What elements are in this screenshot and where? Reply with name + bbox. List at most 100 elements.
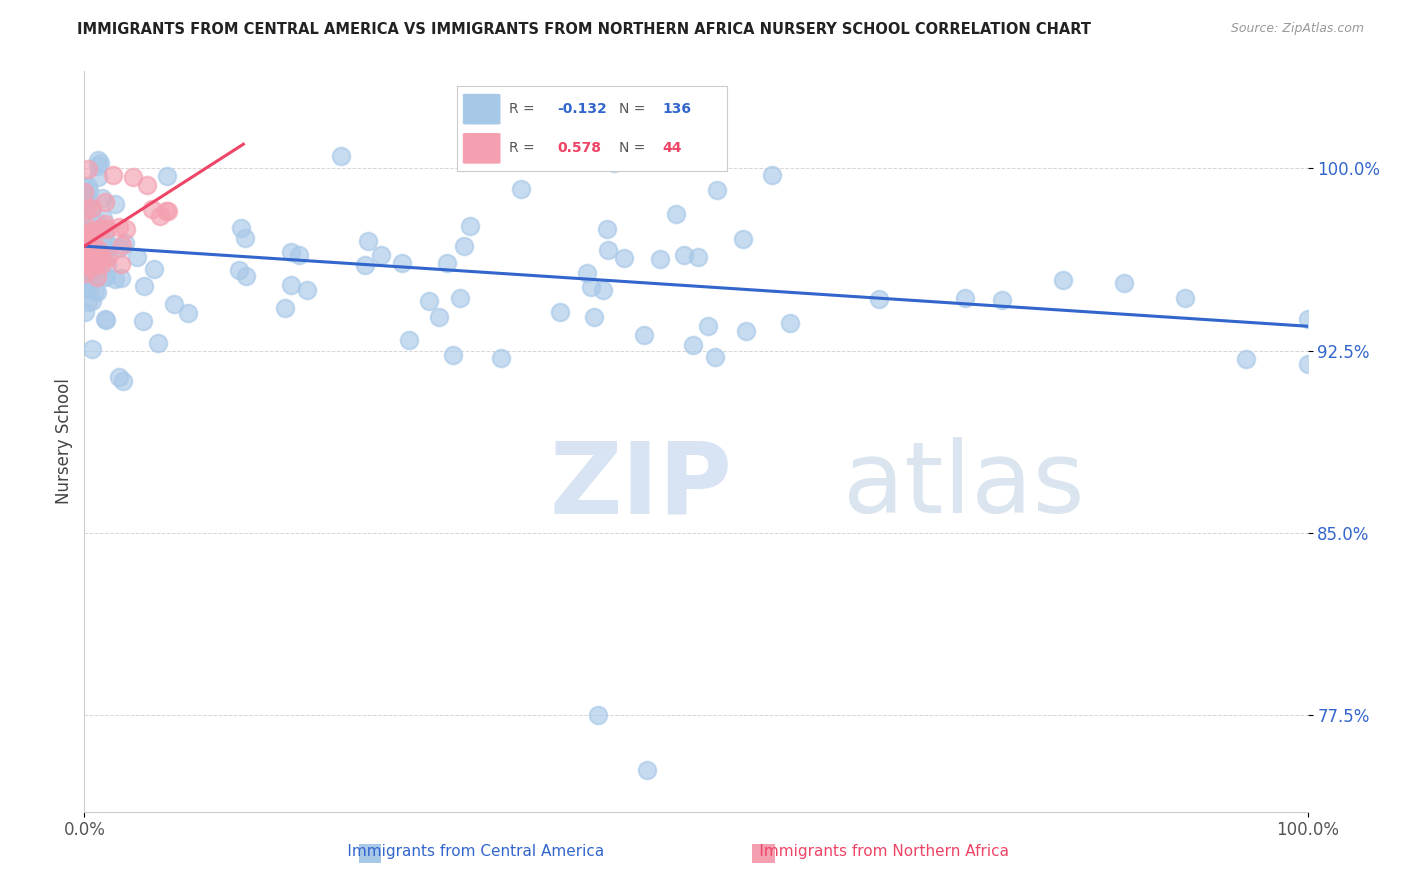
Point: [1052, 273, 1074, 287]
Point: [458, 219, 481, 233]
Point: [87, 153, 110, 168]
Point: [436, 256, 458, 270]
Point: [75, 246, 97, 260]
Text: Immigrants from Central America: Immigrants from Central America: [323, 845, 605, 859]
Point: [94, 194, 117, 209]
Point: [427, 310, 450, 325]
Point: [73, 180, 96, 194]
Point: [73, 185, 96, 199]
Point: [761, 168, 783, 182]
Point: [330, 149, 353, 163]
Point: [696, 319, 718, 334]
Point: [991, 293, 1014, 307]
Point: [89, 156, 111, 170]
Point: [91, 256, 114, 270]
Point: [125, 250, 148, 264]
Point: [586, 707, 609, 722]
Point: [79, 247, 101, 261]
Point: [1296, 312, 1319, 326]
Point: [703, 351, 725, 365]
Point: [86, 215, 108, 229]
Point: [104, 196, 127, 211]
Point: [548, 305, 571, 319]
Point: [76, 179, 98, 194]
Point: [76, 234, 98, 248]
Point: [73, 200, 96, 214]
Point: [633, 327, 655, 342]
Point: [453, 238, 475, 252]
Point: [84, 284, 107, 298]
Point: [111, 237, 134, 252]
Point: [76, 191, 98, 205]
Point: [156, 169, 179, 183]
Point: [449, 291, 471, 305]
Point: [682, 338, 704, 352]
Point: [75, 223, 97, 237]
Point: [96, 221, 118, 235]
Point: [75, 260, 97, 274]
Point: [592, 283, 614, 297]
Point: [94, 269, 117, 284]
Point: [1114, 276, 1136, 290]
Point: [613, 251, 636, 265]
Point: [80, 260, 103, 275]
Point: [77, 282, 100, 296]
Point: [82, 260, 104, 275]
Point: [80, 260, 103, 275]
Point: [295, 283, 318, 297]
Point: [418, 294, 440, 309]
Point: [86, 259, 108, 273]
Point: [75, 219, 97, 233]
Point: [82, 223, 104, 237]
Point: [132, 314, 155, 328]
Point: [391, 256, 413, 270]
Point: [80, 247, 103, 261]
Point: [73, 244, 96, 259]
Point: [146, 335, 169, 350]
Point: [76, 202, 98, 216]
Point: [280, 244, 302, 259]
Point: [73, 270, 96, 285]
Point: [94, 249, 117, 263]
Text: Immigrants from Northern Africa: Immigrants from Northern Africa: [735, 845, 1008, 859]
Point: [89, 220, 111, 235]
Point: [121, 169, 143, 184]
Point: [73, 249, 96, 263]
Point: [869, 292, 891, 306]
Point: [73, 266, 96, 280]
Point: [686, 250, 709, 264]
Point: [80, 240, 103, 254]
Point: [163, 297, 186, 311]
Point: [73, 277, 96, 291]
Point: [76, 257, 98, 271]
Text: IMMIGRANTS FROM CENTRAL AMERICA VS IMMIGRANTS FROM NORTHERN AFRICA NURSERY SCHOO: IMMIGRANTS FROM CENTRAL AMERICA VS IMMIG…: [77, 22, 1091, 37]
Point: [82, 251, 104, 265]
Point: [75, 250, 97, 264]
Point: [1296, 357, 1319, 371]
Point: [82, 265, 104, 279]
Point: [398, 334, 420, 348]
Point: [686, 149, 709, 163]
Point: [77, 246, 100, 260]
Point: [280, 278, 302, 293]
Point: [73, 235, 96, 249]
Point: [134, 278, 156, 293]
Point: [79, 226, 101, 240]
Point: [110, 270, 132, 285]
Point: [648, 252, 671, 267]
Point: [86, 285, 108, 299]
Point: [706, 184, 728, 198]
Point: [87, 256, 110, 270]
Point: [274, 301, 297, 316]
Point: [141, 202, 163, 216]
Point: [94, 217, 117, 231]
Point: [598, 244, 620, 258]
Point: [143, 261, 166, 276]
Point: [73, 248, 96, 262]
Text: atlas: atlas: [842, 437, 1084, 534]
Point: [91, 233, 114, 247]
Text: ZIP: ZIP: [550, 437, 733, 534]
Point: [104, 272, 127, 286]
Point: [94, 229, 117, 244]
Point: [582, 310, 605, 324]
